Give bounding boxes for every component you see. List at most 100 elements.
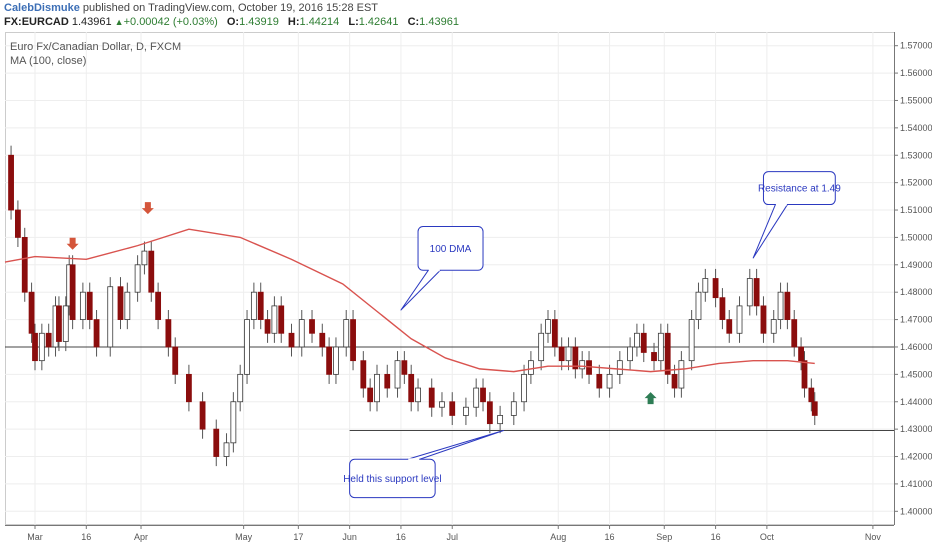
publish-line: CalebDismuke published on TradingView.co… [4,2,378,14]
candle-up [463,406,469,416]
time-tick-label: 16 [605,532,615,542]
candle-up [746,278,753,307]
price-tick-label: 1.42000 [900,452,932,462]
candle-down [428,387,435,408]
candle-up [134,264,141,293]
candle-down [572,346,579,370]
candle-down [384,373,391,389]
callout-box [349,458,436,499]
candle-up [38,332,45,362]
candle-down [28,291,35,334]
candle-down [45,332,52,348]
candle-down [264,319,271,334]
candle-up [510,401,517,416]
candle-up [497,415,504,425]
time-tick-label: Aug [550,532,566,542]
down-arrow-march [66,237,79,250]
candle-down [798,346,804,362]
candle-down [14,209,21,238]
candle-up [657,332,664,362]
time-scale: Mar 16 Apr May 17 Jun 16 Jul Aug 16 Sep 16 Oct Nov [27,525,881,542]
annotation-resistance: Resistance at 1.49 [752,171,841,259]
callout-text: Resistance at 1.49 [758,184,841,195]
candle-up [124,291,131,320]
open-label: O: [226,16,240,28]
candle-up [616,360,623,375]
candle-up [62,305,69,342]
time-tick-label: Jun [342,532,357,542]
high-value: 1.44214 [299,16,340,28]
candle-up [223,442,230,457]
candles [8,145,818,467]
open-value: 1.43919 [239,16,279,28]
price-tick-label: 1.55000 [900,95,932,105]
candle-down [350,319,356,362]
candle-down [185,373,192,403]
low-label: L: [348,16,359,28]
last-price: 1.43961 [71,16,112,28]
candle-down [199,401,206,430]
candle-up [695,291,702,320]
candle-down [801,360,808,389]
candle-down [712,278,719,299]
symbol-label[interactable]: FX:EURCAD [4,16,69,28]
callout-box [762,171,836,206]
candle-up [473,387,480,408]
up-triangle-icon: ▲ [114,17,124,27]
candle-up [579,360,586,370]
candle-down [811,401,818,416]
candle-down [408,373,415,403]
time-tick-label: Jul [446,532,458,542]
symbol-info-bar: FX:EURCAD 1.43961 ▲+0.00042 (+0.03%) O:1… [4,16,459,28]
time-tick-label: 17 [293,532,303,542]
candle-down [760,305,767,334]
candle-up [237,373,244,403]
candle-down [288,332,295,348]
candle-up [230,401,237,444]
author-link[interactable]: CalebDismuke [4,2,80,14]
candle-up [439,401,445,408]
candle-down [148,250,155,293]
candle-up [298,319,305,348]
signal-arrows [66,202,657,405]
candle-up [702,278,709,293]
candle-down [719,297,726,320]
candle-up [107,286,114,348]
candle-up [688,319,695,362]
candle-down [784,291,791,320]
price-tick-label: 1.50000 [900,232,932,242]
candle-up [343,319,350,348]
price-change: +0.00042 (+0.03%) [123,16,218,28]
candle-down [651,352,657,362]
candle-up [250,291,257,320]
time-tick-label: May [235,532,253,542]
candle-up [545,319,551,334]
candle-up [736,305,743,334]
candle-down [257,291,264,320]
candle-up [606,373,613,389]
price-tick-label: 1.51000 [900,205,932,215]
candle-down [172,346,179,375]
candle-up [634,332,640,348]
callout-box [417,225,484,271]
candle-down [86,291,93,320]
candle-down [480,387,486,403]
candle-down [309,319,315,334]
price-tick-label: 1.40000 [900,506,932,516]
candle-down [664,332,671,375]
candle-down [8,154,14,211]
callout-text: 100 DMA [430,244,472,255]
close-value: 1.43961 [419,16,459,28]
candle-down [671,373,678,389]
candle-down [165,319,172,348]
time-tick-label: 16 [81,532,91,542]
candle-down [56,305,62,342]
close-label: C: [407,16,420,28]
up-arrow-august [644,392,657,405]
price-scale: 1.40000 1.41000 1.42000 1.43000 1.44000 1.450… [894,41,932,516]
candle-down [791,319,798,348]
candle-up [244,319,250,375]
candle-up [770,319,777,334]
candle-down [640,332,647,353]
